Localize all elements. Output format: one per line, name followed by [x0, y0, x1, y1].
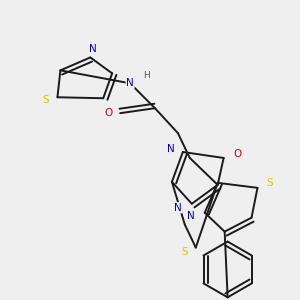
Text: S: S [42, 95, 49, 105]
Text: S: S [266, 178, 273, 188]
Text: N: N [174, 203, 182, 213]
Text: N: N [187, 211, 195, 221]
Text: S: S [182, 247, 188, 256]
Text: H: H [142, 71, 149, 80]
Text: O: O [104, 108, 112, 118]
Text: N: N [126, 78, 134, 88]
Text: O: O [233, 149, 242, 159]
Text: N: N [89, 44, 97, 55]
Text: N: N [167, 144, 175, 154]
